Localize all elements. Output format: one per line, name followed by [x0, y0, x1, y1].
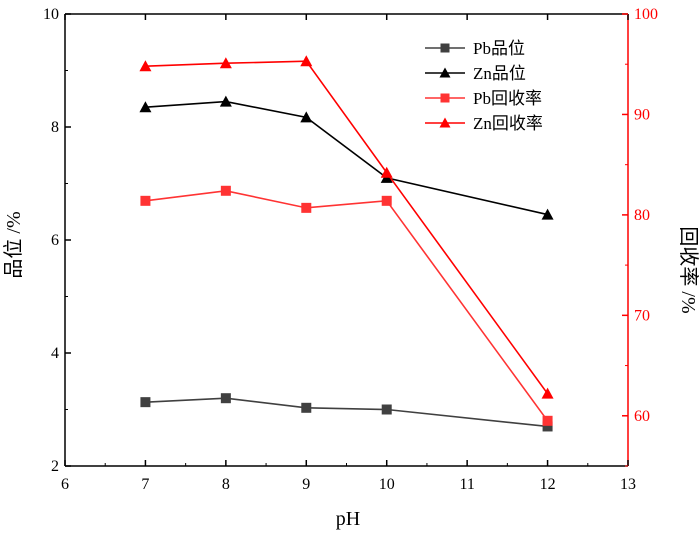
data-point-series-2 — [140, 195, 151, 206]
y-right-tick-label: 60 — [634, 408, 650, 425]
data-point-series-0 — [542, 421, 553, 432]
y-left-tick-label: 2 — [51, 458, 59, 475]
legend-label: Zn品位 — [473, 64, 526, 83]
x-tick-label: 12 — [540, 476, 556, 493]
data-point-series-2 — [542, 415, 553, 426]
y-left-tick-label: 4 — [51, 345, 59, 362]
series-line-3 — [145, 60, 549, 395]
legend-marker-2 — [440, 93, 450, 103]
data-point-series-3 — [219, 57, 232, 69]
legend-marker-0 — [440, 43, 450, 53]
data-point-series-1 — [541, 208, 554, 220]
y-right-tick-label: 90 — [634, 106, 650, 123]
x-tick-label: 8 — [222, 476, 230, 493]
data-point-series-0 — [381, 404, 392, 415]
x-tick-label: 9 — [302, 476, 310, 493]
data-point-series-1 — [139, 101, 152, 113]
series-line-0 — [145, 397, 548, 428]
data-point-series-3 — [139, 60, 152, 72]
y-axis-title-left: 品位 /% — [2, 211, 25, 278]
x-tick-label: 13 — [620, 476, 636, 493]
data-point-series-3 — [300, 55, 313, 67]
data-point-series-0 — [220, 393, 231, 404]
x-tick-label: 10 — [379, 476, 395, 493]
data-point-series-1 — [219, 95, 232, 107]
y-left-tick-label: 10 — [43, 6, 59, 23]
x-axis-title: pH — [336, 508, 360, 530]
data-point-series-2 — [220, 185, 231, 196]
x-tick-label: 11 — [459, 476, 474, 493]
y-left-tick-label: 8 — [51, 119, 59, 136]
x-tick-label: 7 — [141, 476, 149, 493]
x-tick-label: 6 — [61, 476, 69, 493]
data-point-series-2 — [301, 202, 312, 213]
legend-marker-1 — [439, 67, 451, 78]
series-line-2 — [145, 189, 549, 422]
data-point-series-0 — [140, 397, 151, 408]
y-right-tick-label: 80 — [634, 207, 650, 224]
data-point-series-0 — [301, 402, 312, 413]
y-axis-title-right: 回收率 /% — [677, 226, 700, 313]
data-point-series-3 — [541, 387, 554, 399]
legend-marker-3 — [439, 117, 451, 128]
legend-label: Zn回收率 — [473, 114, 543, 133]
data-point-series-1 — [300, 111, 313, 123]
y-right-tick-label: 70 — [634, 307, 650, 324]
data-point-series-2 — [381, 195, 392, 206]
y-right-tick-label: 100 — [634, 6, 658, 23]
data-point-series-3 — [380, 166, 393, 178]
legend-label: Pb品位 — [473, 39, 525, 58]
y-left-tick-label: 6 — [51, 232, 59, 249]
legend-label: Pb回收率 — [473, 89, 542, 108]
